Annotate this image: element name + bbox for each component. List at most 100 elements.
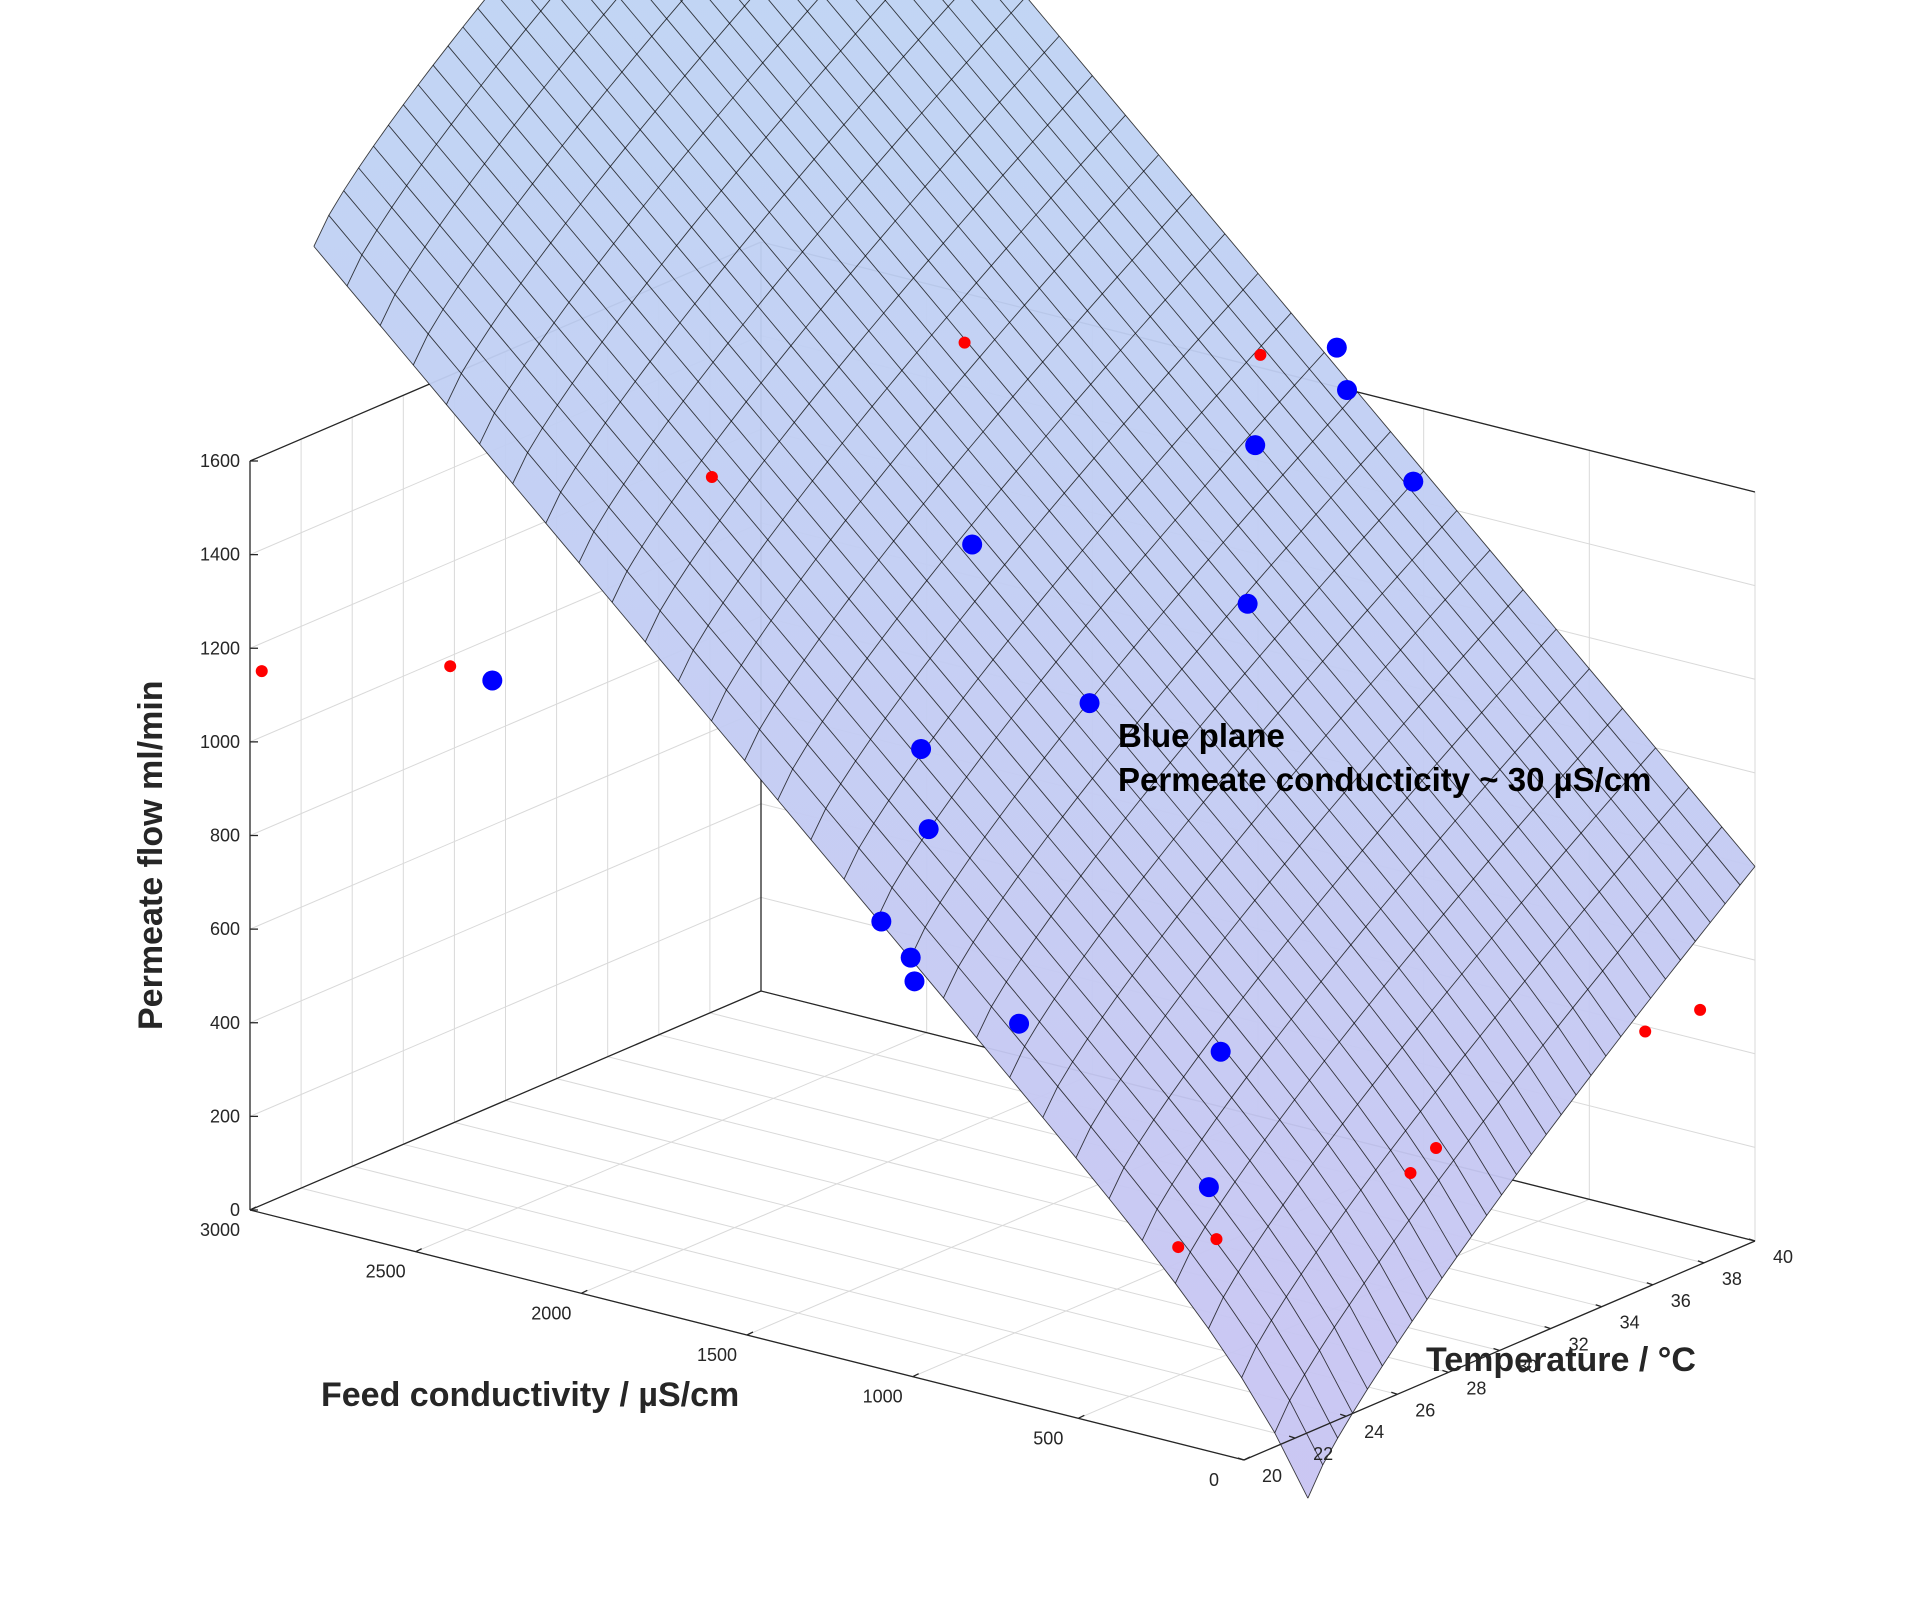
x-tick [746,1331,754,1336]
red-data-point [1210,1233,1223,1246]
surface-mesh-line [826,0,1652,999]
x-tick [1078,1414,1085,1419]
z-tick-label: 800 [210,826,240,846]
surface-mesh-line [358,167,1353,1414]
y-tick-label: 38 [1722,1269,1742,1289]
surface-mesh-line [530,0,1503,1196]
blue-data-point [900,947,921,968]
surface-mesh-line [373,145,1368,1390]
z-tick-label: 1200 [200,638,240,658]
surface-mesh-line [650,0,1562,1115]
surface-fill [313,0,1755,1499]
blue-data-point [1079,693,1100,714]
surface-mesh-line [620,0,1547,1135]
y-tick [1748,1238,1756,1242]
surface-mesh-line [913,0,1696,942]
blue-data-point [1237,593,1258,614]
x-tick [415,1248,422,1253]
red-data-point [255,665,268,678]
tick-labels: 0500100015002000250030002022242628303234… [200,451,1793,1490]
surface-mesh-line [477,7,1473,1237]
red-data-point [958,336,971,349]
y-tick-label: 20 [1262,1466,1282,1486]
blue-data-point [1245,435,1266,456]
blue-data-point [1403,471,1424,492]
x-tick-label: 2000 [531,1303,571,1323]
y-tick-label: 24 [1364,1422,1384,1442]
y-tick-label: 32 [1569,1335,1589,1355]
y-tick [1646,1282,1654,1286]
surface-mesh-line [768,0,1622,1037]
red-data-point [444,660,457,673]
x-tick-label: 0 [1209,1470,1219,1490]
z-tick-label: 1400 [200,545,240,565]
surface-mesh-line [679,0,1577,1096]
y-axis-label: Temperature / °C [1426,1341,1696,1379]
surface-mesh-line [500,0,1488,1216]
red-data-point [705,470,718,483]
z-tick-label: 0 [230,1200,240,1220]
z-tick-label: 1000 [200,732,240,752]
surface-mesh-line [417,84,1413,1322]
x-tick-label: 500 [1033,1428,1063,1448]
y-tick-label: 30 [1517,1357,1537,1377]
blue-data-point [962,534,983,555]
grid-line-y [300,1187,1296,1439]
y-tick-label: 40 [1773,1247,1793,1267]
surface-mesh-line [1028,0,1756,867]
surface-mesh-line [942,0,1711,923]
y-tick-label: 22 [1313,1444,1333,1464]
blue-data-point [1337,380,1358,401]
x-axis-label: Feed conductivity / µS/cm [321,1376,739,1414]
surface-mesh-line [328,215,1324,1466]
data-points [255,336,1707,1254]
z-tick-label: 1600 [200,451,240,471]
blue-data-point [1198,1177,1219,1198]
y-tick [1391,1391,1398,1395]
x-tick-label: 3000 [200,1220,240,1240]
surface-mesh-line [402,104,1398,1344]
y-tick-label: 26 [1415,1400,1435,1420]
blue-data-point [1326,337,1347,358]
blue-data-point [1210,1041,1231,1062]
blue-plane-surface [313,0,1756,1499]
z-tick-label: 600 [210,919,240,939]
surface-mesh-line [343,190,1339,1439]
y-tick [1544,1325,1551,1330]
y-tick-label: 34 [1620,1313,1640,1333]
grid-line-z [249,896,762,1117]
red-data-point [1172,1241,1185,1254]
y-tick [1339,1413,1347,1417]
blue-data-point [918,819,939,840]
x-tick [1243,1456,1251,1461]
surface-mesh-line [999,0,1741,886]
z-tick-label: 400 [210,1013,240,1033]
red-data-point [1430,1142,1443,1155]
surface-mesh-line [855,0,1666,980]
surface-mesh-line [884,0,1681,961]
surface-mesh-line [313,246,1309,1499]
surface-mesh-line [388,124,1383,1367]
red-data-point [1254,348,1267,361]
red-data-point [1404,1166,1417,1179]
box-edge [249,990,762,1211]
x-tick-label: 1500 [697,1345,737,1365]
grid-line-z [249,803,762,1024]
red-data-point [1694,1003,1707,1016]
x-tick [581,1289,588,1294]
z-axis-label: Permeate flow ml/min [132,680,170,1030]
y-tick [1237,1457,1245,1461]
x-tick-label: 1000 [863,1387,903,1407]
y-tick [1493,1347,1500,1352]
y-tick [1595,1304,1602,1308]
y-tick [1442,1369,1449,1374]
surface-mesh-line [560,0,1517,1175]
surface-mesh-line [738,0,1607,1057]
y-tick [1288,1435,1296,1439]
z-tick-label: 200 [210,1106,240,1126]
annotation-line-1: Blue plane [1118,717,1285,754]
y-tick-label: 36 [1671,1291,1691,1311]
surface-mesh-line [590,0,1532,1155]
surface-mesh-line [709,0,1592,1076]
